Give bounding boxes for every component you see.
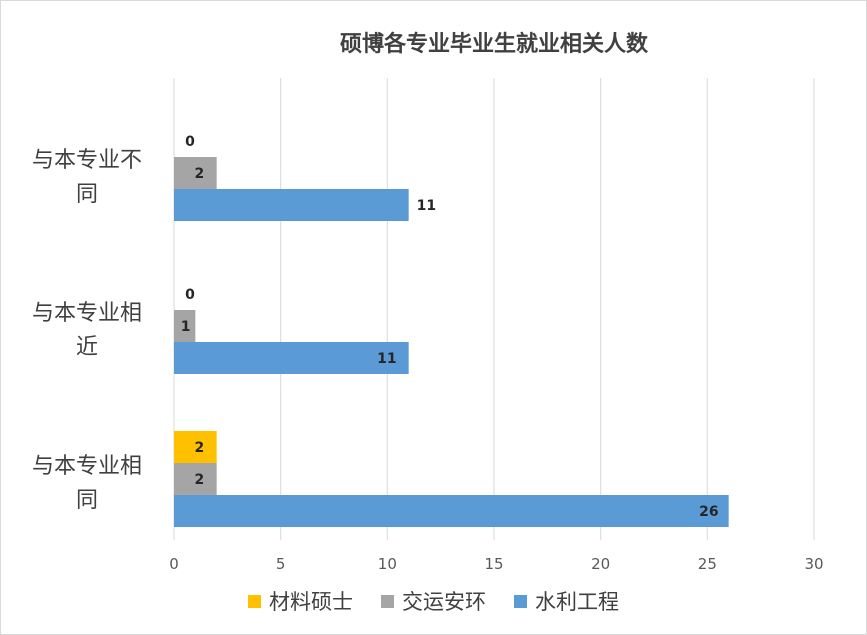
bar-1-1 xyxy=(174,310,196,342)
category-label-1-0: 与本专业相 xyxy=(32,301,142,326)
legend-swatch-0 xyxy=(248,594,261,608)
bar-0-2 xyxy=(174,189,409,221)
x-tick-label-30: 30 xyxy=(804,555,823,573)
data-label-1-0: 0 xyxy=(185,287,195,303)
category-label-1-1: 近 xyxy=(76,335,98,360)
x-tick-label-20: 20 xyxy=(591,555,610,573)
x-tick-label-0: 0 xyxy=(169,555,179,573)
bar-2-2 xyxy=(174,495,729,527)
category-label-0-1: 同 xyxy=(76,182,98,207)
legend-swatch-1 xyxy=(381,594,394,608)
bar-1-2 xyxy=(174,342,409,374)
bar-2-0 xyxy=(174,431,217,463)
data-label-2-1: 2 xyxy=(194,472,204,488)
data-label-1-1: 1 xyxy=(181,319,191,335)
data-label-0-1: 2 xyxy=(194,166,204,182)
legend-label-2: 水利工程 xyxy=(535,590,619,614)
legend: 材料硕士 交运安环 水利工程 xyxy=(0,586,867,616)
bar-2-1 xyxy=(174,463,217,495)
legend-item-0: 材料硕士 xyxy=(248,586,353,616)
bar-0-1 xyxy=(174,157,217,189)
data-label-1-2: 11 xyxy=(377,351,396,367)
x-tick-label-10: 10 xyxy=(378,555,397,573)
data-label-0-2: 11 xyxy=(417,198,436,214)
x-tick-label-5: 5 xyxy=(276,555,286,573)
legend-swatch-2 xyxy=(514,594,527,608)
data-label-2-0: 2 xyxy=(194,440,204,456)
legend-item-2: 水利工程 xyxy=(514,586,619,616)
data-label-0-0: 0 xyxy=(185,134,195,150)
x-tick-label-25: 25 xyxy=(698,555,717,573)
chart-title: 硕博各专业毕业生就业相关人数 xyxy=(339,32,648,57)
data-label-2-2: 26 xyxy=(699,504,718,520)
category-label-2-0: 与本专业相 xyxy=(32,454,142,479)
legend-item-1: 交运安环 xyxy=(381,586,486,616)
x-tick-label-15: 15 xyxy=(484,555,503,573)
legend-label-1: 交运安环 xyxy=(402,590,486,614)
legend-label-0: 材料硕士 xyxy=(269,590,353,614)
category-label-0-0: 与本专业不 xyxy=(32,148,142,173)
category-label-2-1: 同 xyxy=(76,488,98,513)
